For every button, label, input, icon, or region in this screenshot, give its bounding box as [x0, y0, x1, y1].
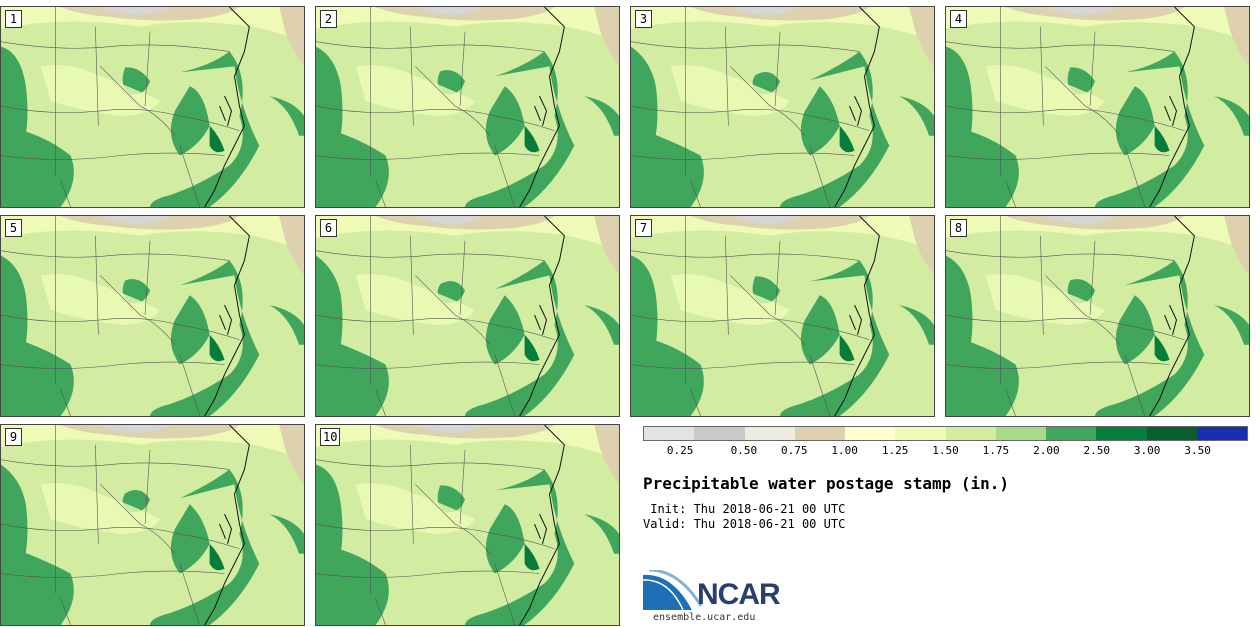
postage-stamp-panel: 10	[315, 424, 620, 626]
legend-tick: 3.00	[1133, 444, 1161, 457]
panel-member-number: 9	[5, 428, 22, 446]
legend-tick: 2.00	[1033, 444, 1060, 457]
postage-stamp-panel: 6	[315, 215, 620, 417]
precip-water-map	[316, 425, 619, 625]
panel-member-number: 1	[5, 10, 22, 28]
legend-color-swatch	[945, 427, 996, 440]
precip-water-map	[631, 216, 934, 416]
ncar-swoosh-icon	[642, 568, 703, 611]
postage-stamp-panel: 1	[0, 6, 305, 208]
legend-color-swatch	[794, 427, 845, 440]
logo-wordmark: NCAR	[697, 578, 781, 611]
legend-color-swatch	[1146, 427, 1197, 440]
postage-stamp-panel: 8	[945, 215, 1250, 417]
precip-water-map	[631, 7, 934, 207]
init-time: Init: Thu 2018-06-21 00 UTC	[643, 502, 846, 516]
legend-color-swatch	[744, 427, 795, 440]
legend-tick: 0.50	[730, 444, 758, 457]
postage-stamp-panel: 2	[315, 6, 620, 208]
legend-colorbar	[643, 426, 1248, 441]
precip-water-map	[946, 7, 1249, 207]
legend-tick: 1.75	[982, 444, 1010, 457]
precip-water-map	[1, 425, 304, 625]
precip-water-map	[316, 7, 619, 207]
color-legend: 0.25 0.50 0.75 1.00 1.25 1.50 1.75 2.00 2.50 3.00…	[643, 426, 1248, 457]
postage-stamp-panel: 3	[630, 6, 935, 208]
chart-title: Precipitable water postage stamp (in.)	[643, 474, 1010, 493]
precip-water-map	[316, 216, 619, 416]
valid-time: Valid: Thu 2018-06-21 00 UTC	[643, 517, 846, 531]
legend-tick: 3.50	[1184, 444, 1211, 457]
panel-member-number: 7	[635, 219, 652, 237]
panel-member-number: 8	[950, 219, 967, 237]
legend-color-swatch	[644, 427, 695, 440]
panel-member-number: 2	[320, 10, 337, 28]
legend-tick: 0.25	[666, 444, 694, 457]
legend-color-swatch	[1196, 427, 1247, 440]
panel-member-number: 3	[635, 10, 652, 28]
ncar-logo: NCAR ensemble.ucar.edu	[642, 568, 803, 625]
postage-stamp-panel: 5	[0, 215, 305, 417]
panel-member-number: 10	[320, 428, 341, 446]
legend-color-swatch	[1046, 427, 1097, 440]
legend-tick-labels: 0.25 0.50 0.75 1.00 1.25 1.50 1.75 2.00 2.50 3.00…	[643, 441, 1248, 457]
legend-tick: 0.75	[781, 444, 808, 457]
panel-member-number: 6	[320, 219, 337, 237]
legend-tick: 2.50	[1083, 444, 1111, 457]
legend-color-swatch	[895, 427, 946, 440]
panel-member-number: 5	[5, 219, 22, 237]
postage-stamp-panel: 4	[945, 6, 1250, 208]
postage-stamp-panel: 9	[0, 424, 305, 626]
legend-tick: 1.00	[831, 444, 858, 457]
time-info: Init: Thu 2018-06-21 00 UTC Valid: Thu 2…	[643, 502, 845, 532]
legend-tick: 1.50	[932, 444, 959, 457]
legend-color-swatch	[995, 427, 1046, 440]
postage-stamp-panel: 7	[630, 215, 935, 417]
panel-member-number: 4	[950, 10, 967, 28]
precip-water-map	[1, 7, 304, 207]
legend-tick: 1.25	[881, 444, 909, 457]
precip-water-map	[1, 216, 304, 416]
legend-color-swatch	[694, 427, 745, 440]
precip-water-map	[946, 216, 1249, 416]
logo-url: ensemble.ucar.edu	[653, 612, 756, 623]
legend-color-swatch	[845, 427, 896, 440]
legend-color-swatch	[1096, 427, 1147, 440]
